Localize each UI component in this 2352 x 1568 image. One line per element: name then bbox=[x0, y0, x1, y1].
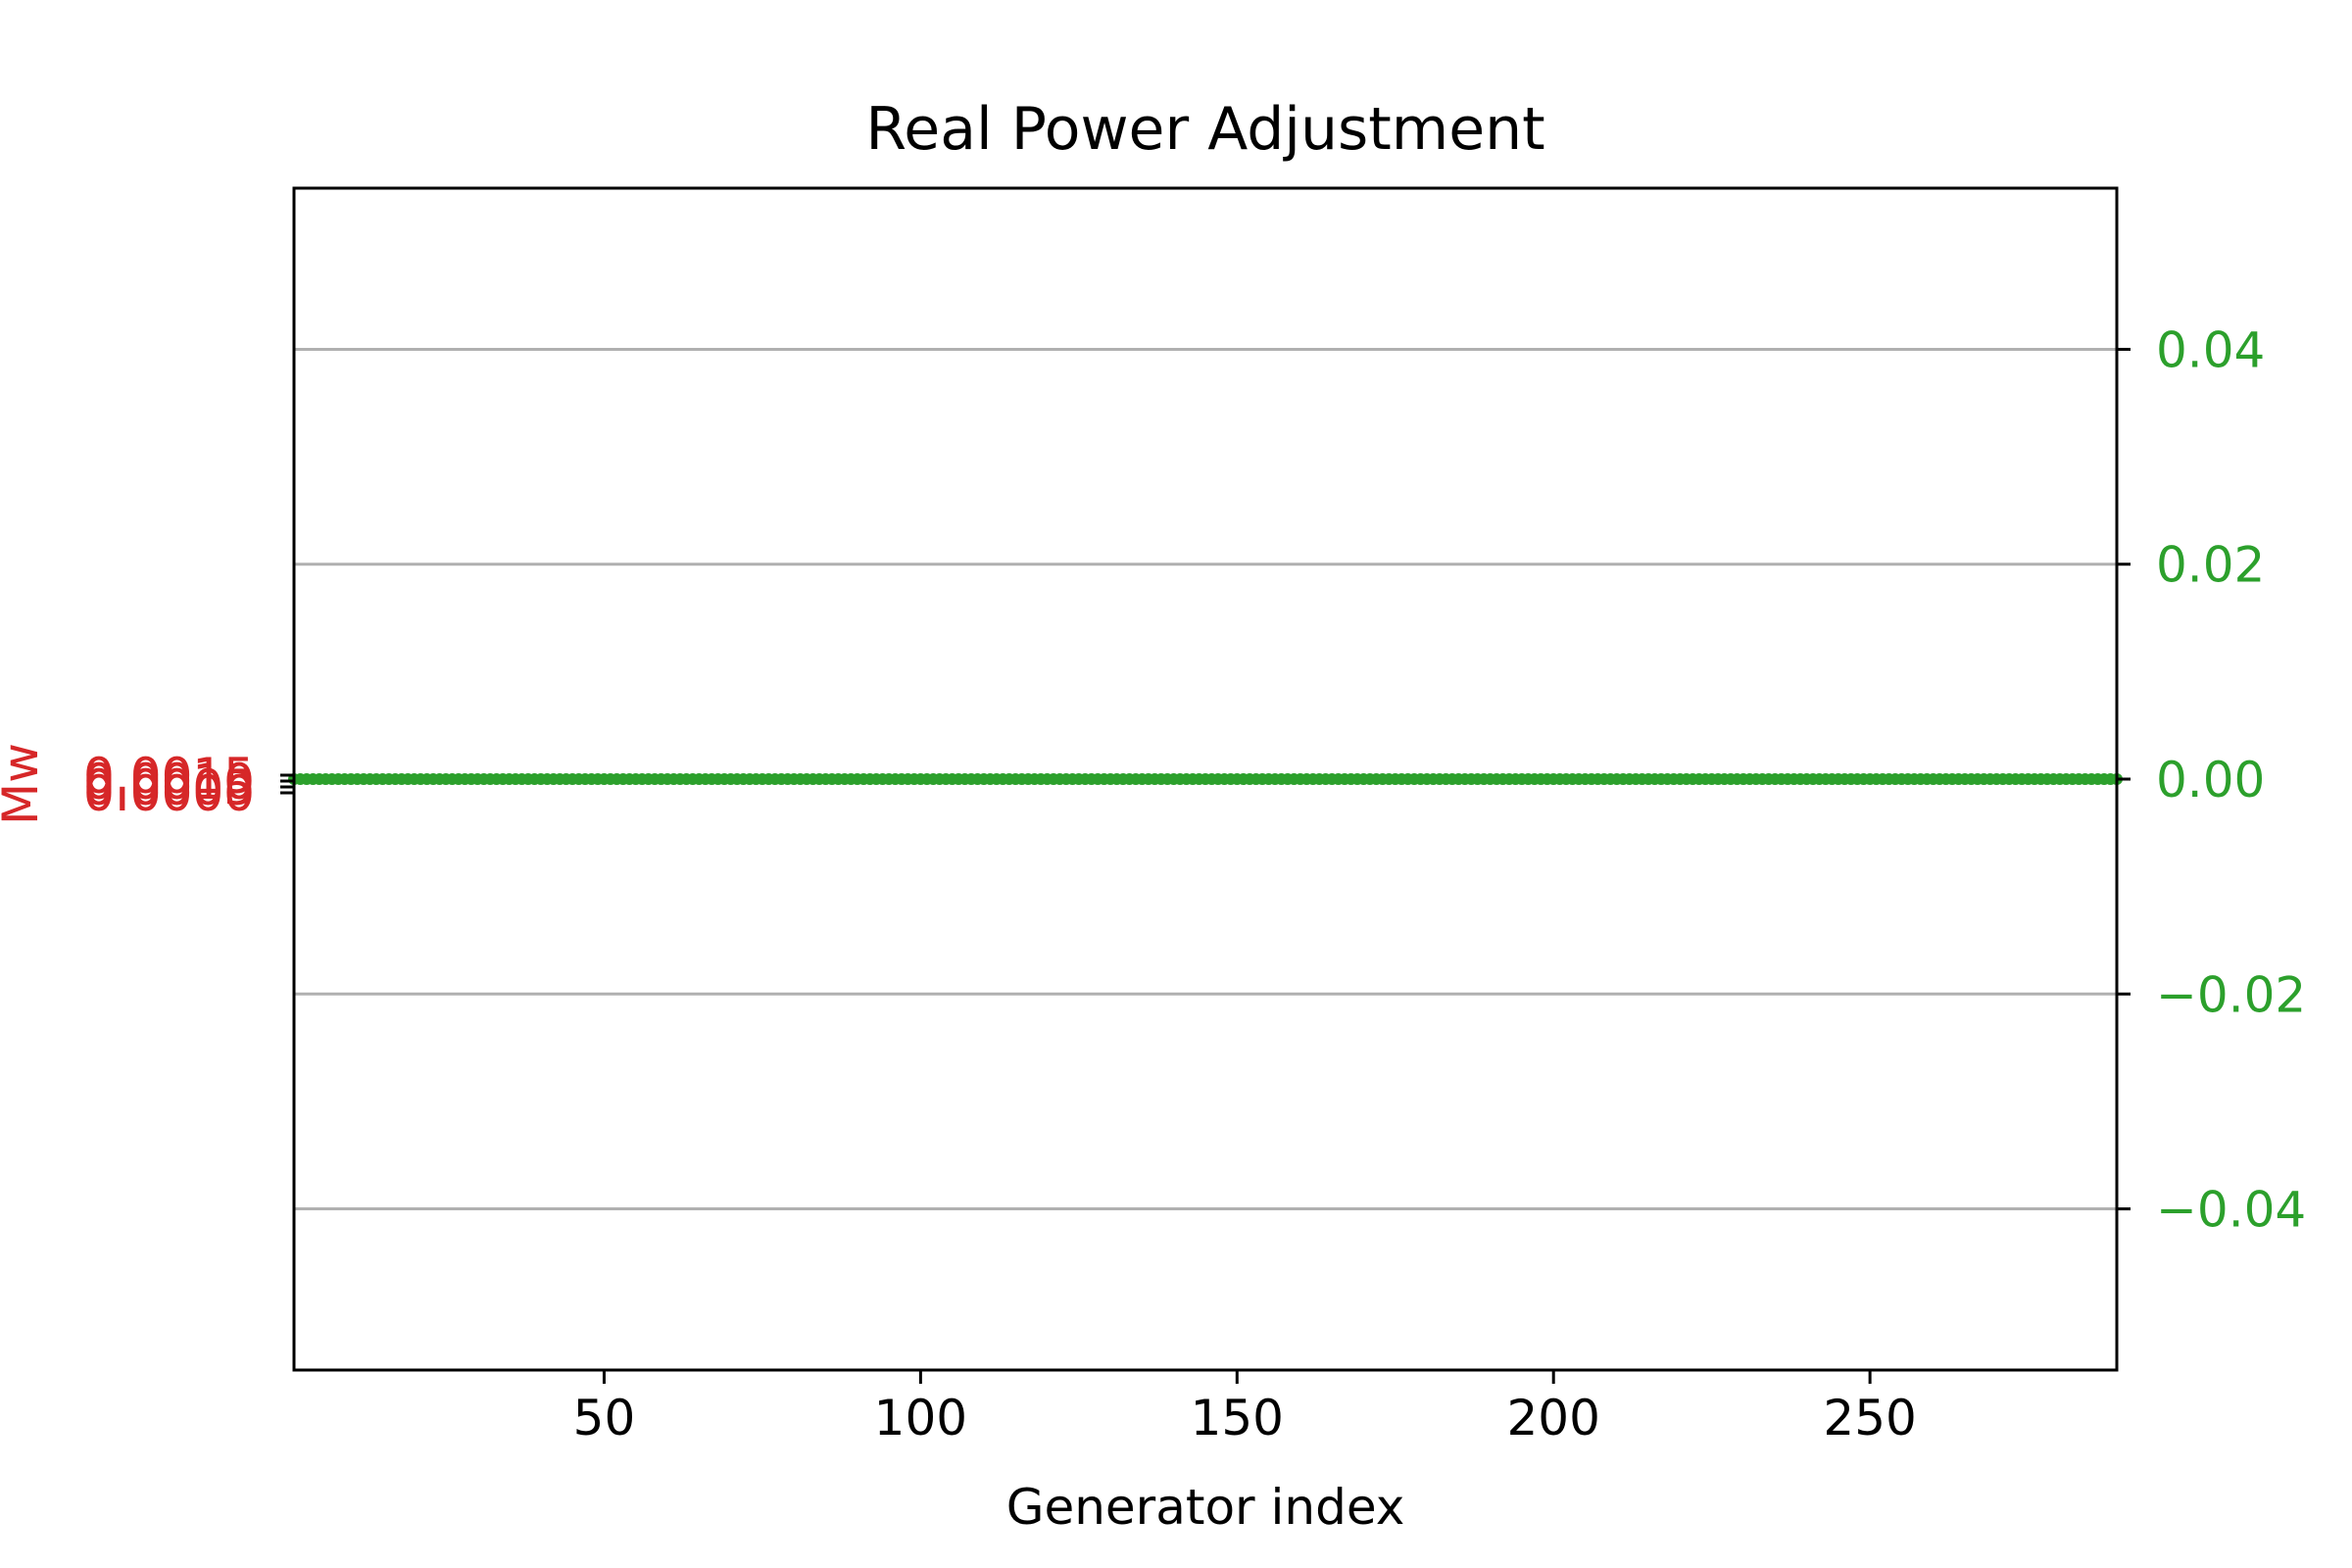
chart-title: Real Power Adjustment bbox=[865, 95, 1544, 164]
right-tick-label-1: −0.02 bbox=[2156, 966, 2306, 1023]
grid-lines bbox=[294, 347, 2117, 1211]
x-tick-label-4: 250 bbox=[1823, 1390, 1916, 1446]
right-tick-label-2: 0.00 bbox=[2156, 752, 2265, 808]
x-axis: 50 100 150 200 250 bbox=[573, 1370, 1917, 1446]
left-tick-label-2: 0.0010 bbox=[83, 754, 255, 810]
right-tick-label-4: 0.04 bbox=[2156, 321, 2265, 378]
right-tick-label-0: −0.04 bbox=[2156, 1182, 2306, 1239]
x-tick-label-0: 50 bbox=[573, 1390, 636, 1446]
left-axis-label: Mw bbox=[0, 743, 49, 825]
x-tick-label-3: 200 bbox=[1506, 1390, 1599, 1446]
plot-frame bbox=[292, 186, 2119, 1372]
x-tick-label-2: 150 bbox=[1191, 1390, 1284, 1446]
data-points bbox=[288, 773, 2123, 785]
left-tick-label-0: 0.0000 bbox=[83, 765, 255, 822]
x-axis-label: Generator index bbox=[1006, 1479, 1405, 1536]
right-tick-label-3: 0.02 bbox=[2156, 537, 2265, 594]
x-tick-label-1: 100 bbox=[874, 1390, 967, 1446]
right-axis: −0.04 −0.02 0.00 0.02 0.04 bbox=[2117, 321, 2306, 1239]
left-tick-label-3: 0.0015 bbox=[83, 748, 255, 805]
left-tick-label-1: 0.0005 bbox=[83, 760, 255, 816]
